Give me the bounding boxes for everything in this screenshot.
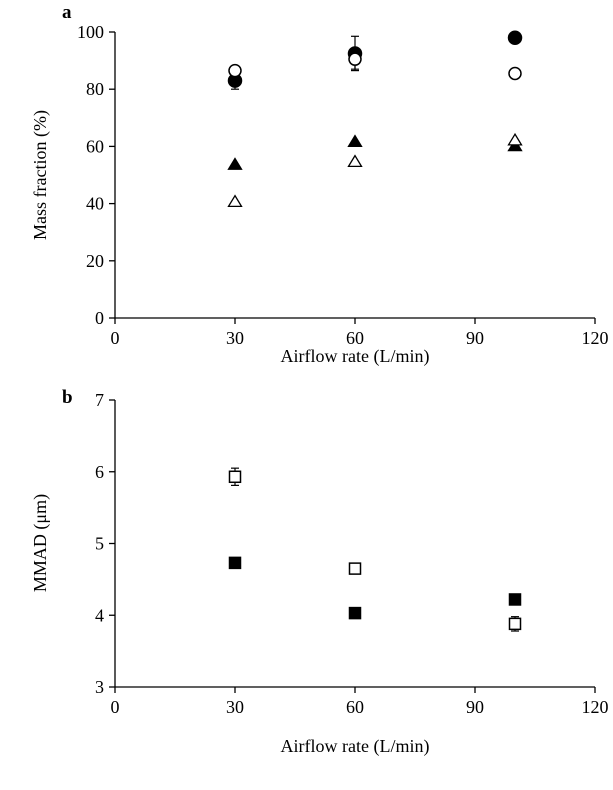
series-filled-triangle [227, 134, 523, 170]
y-tick-label: 4 [95, 605, 104, 625]
data-point [228, 470, 242, 484]
series-filled-square [228, 556, 522, 620]
y-tick-label: 6 [95, 462, 104, 482]
x-tick-label: 60 [346, 328, 364, 348]
y-tick-label: 3 [95, 677, 104, 697]
data-point [348, 52, 362, 66]
series-filled-circle [227, 30, 523, 90]
data-point [227, 157, 243, 170]
data-point [507, 132, 523, 146]
y-tick-label: 0 [95, 308, 104, 328]
x-tick-label: 90 [466, 697, 484, 717]
x-tick-label: 0 [111, 697, 120, 717]
y-tick-label: 100 [77, 22, 104, 42]
series-open-triangle [227, 132, 523, 208]
data-point [508, 593, 522, 606]
chart-panel-a: a 0 30 60 90 120 0 20 40 60 80 100 Airflow rate (L/m… [30, 2, 609, 367]
data-point [347, 134, 363, 147]
data-point [508, 617, 522, 631]
data-point [348, 562, 362, 575]
y-axis-title: MMAD (μm) [30, 494, 51, 592]
x-axis-title: Airflow rate (L/min) [281, 736, 430, 757]
x-tick-label: 120 [582, 328, 609, 348]
y-tick-label: 40 [86, 194, 104, 214]
data-point [508, 66, 522, 81]
data-point [228, 63, 242, 78]
y-tick-label: 5 [95, 534, 104, 554]
data-point [347, 154, 363, 168]
data-point [348, 606, 362, 620]
x-tick-label: 90 [466, 328, 484, 348]
y-tick-label: 20 [86, 251, 104, 271]
data-point [227, 194, 243, 208]
x-tick-label: 0 [111, 328, 120, 348]
data-point [507, 30, 523, 45]
data-point [228, 556, 242, 570]
x-tick-label: 30 [226, 697, 244, 717]
panel-label: a [62, 2, 72, 23]
y-tick-label: 7 [95, 390, 104, 410]
panel-label: b [62, 387, 73, 408]
y-tick-label: 80 [86, 79, 104, 99]
x-tick-label: 60 [346, 697, 364, 717]
x-tick-label: 120 [582, 697, 609, 717]
chart-panel-b: b 0 30 60 90 120 3 4 5 6 7 Airflow rate (L/min) MMAD… [30, 387, 609, 757]
x-tick-label: 30 [226, 328, 244, 348]
y-axis-title: Mass fraction (%) [30, 110, 51, 240]
series-open-circle [228, 48, 522, 81]
series-open-square [228, 467, 522, 632]
x-axis-title: Airflow rate (L/min) [281, 346, 430, 367]
y-tick-label: 60 [86, 136, 104, 156]
